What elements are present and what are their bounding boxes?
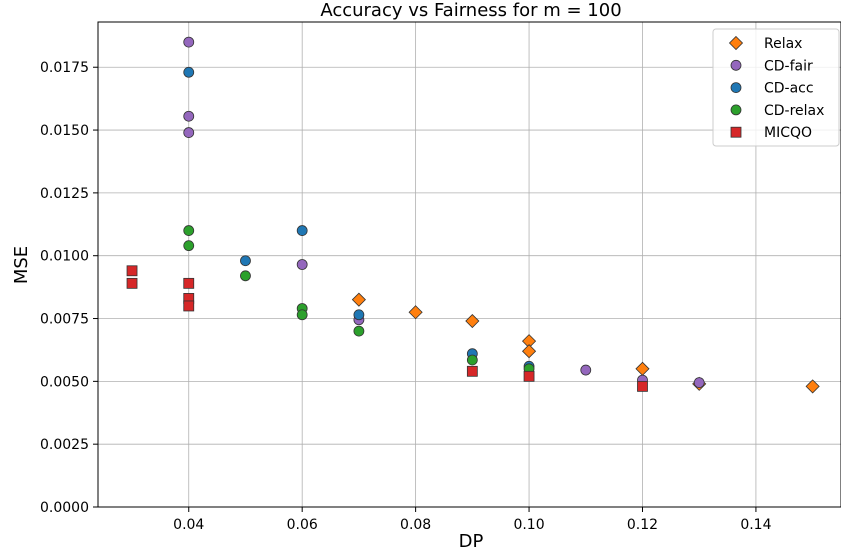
micqo-point bbox=[466, 365, 478, 377]
cd-acc-point bbox=[296, 225, 308, 236]
micqo-point bbox=[183, 277, 195, 289]
data-points bbox=[126, 36, 820, 394]
legend-marker-cd-acc bbox=[730, 82, 742, 93]
cd-fair-point bbox=[183, 110, 195, 122]
micqo-point bbox=[523, 370, 535, 382]
micqo-point bbox=[126, 277, 138, 289]
y-tick-label: 0.0025 bbox=[40, 437, 89, 453]
cd-relax-point bbox=[183, 225, 195, 236]
cd-relax-point bbox=[466, 354, 478, 366]
y-tick-label: 0.0100 bbox=[40, 249, 89, 265]
micqo-point bbox=[637, 380, 648, 392]
cd-relax-point bbox=[240, 270, 251, 282]
relax-point bbox=[351, 292, 366, 307]
micqo-point bbox=[183, 300, 195, 312]
y-axis-label: MSE bbox=[11, 246, 32, 284]
cd-acc-point bbox=[353, 309, 365, 321]
cd-fair-point bbox=[183, 127, 195, 138]
y-tick-label: 0.0150 bbox=[40, 123, 89, 139]
y-tick-label: 0.0075 bbox=[40, 312, 89, 328]
legend-label-micqo: MICQO bbox=[764, 125, 812, 141]
relax-point bbox=[408, 305, 423, 320]
x-tick-label: 0.14 bbox=[740, 517, 771, 533]
y-tick-label: 0.0000 bbox=[40, 500, 89, 516]
cd-relax-point bbox=[353, 325, 365, 337]
legend-marker-micqo bbox=[730, 126, 742, 138]
x-tick-label: 0.08 bbox=[400, 517, 431, 533]
cd-fair-point bbox=[580, 364, 592, 376]
legend-label-cd-fair: CD-fair bbox=[764, 58, 813, 74]
legend-label-cd-acc: CD-acc bbox=[764, 81, 814, 97]
y-axis: 0.0000 0.0025 0.0050 0.0075 0.0100 0.0125 0.01… bbox=[40, 60, 98, 516]
cd-relax-point bbox=[183, 240, 195, 252]
cd-fair-point bbox=[296, 259, 308, 270]
relax-point bbox=[635, 361, 650, 376]
legend: Relax CD-fair CD-acc CD-relax MICQO bbox=[712, 28, 840, 147]
cd-acc-point bbox=[240, 255, 251, 267]
y-tick-label: 0.0050 bbox=[40, 374, 89, 390]
relax-point bbox=[465, 313, 480, 329]
x-axis-label: DP bbox=[459, 531, 484, 552]
cd-relax-point bbox=[296, 309, 308, 321]
legend-box bbox=[712, 28, 840, 147]
x-tick-label: 0.06 bbox=[287, 517, 318, 533]
cd-fair-point bbox=[693, 377, 705, 389]
legend-marker-relax bbox=[728, 35, 744, 51]
y-tick-label: 0.0175 bbox=[40, 60, 89, 76]
relax-point bbox=[805, 379, 820, 394]
x-tick-label: 0.04 bbox=[173, 517, 204, 533]
legend-label-cd-relax: CD-relax bbox=[764, 103, 824, 119]
cd-acc-point bbox=[183, 66, 195, 78]
plot-frame bbox=[97, 21, 841, 508]
y-tick-label: 0.0125 bbox=[40, 186, 89, 202]
x-tick-label: 0.12 bbox=[627, 517, 658, 533]
x-axis: 0.04 0.06 0.08 0.10 0.12 0.14 bbox=[173, 507, 772, 533]
legend-marker-cd-relax bbox=[730, 104, 742, 116]
chart-title: Accuracy vs Fairness for m = 100 bbox=[320, 0, 621, 21]
x-tick-label: 0.10 bbox=[513, 517, 544, 533]
relax-point bbox=[521, 344, 537, 359]
legend-label-relax: Relax bbox=[764, 36, 802, 52]
cd-fair-point bbox=[183, 36, 195, 48]
micqo-point bbox=[126, 265, 138, 277]
legend-marker-cd-fair bbox=[730, 59, 742, 71]
